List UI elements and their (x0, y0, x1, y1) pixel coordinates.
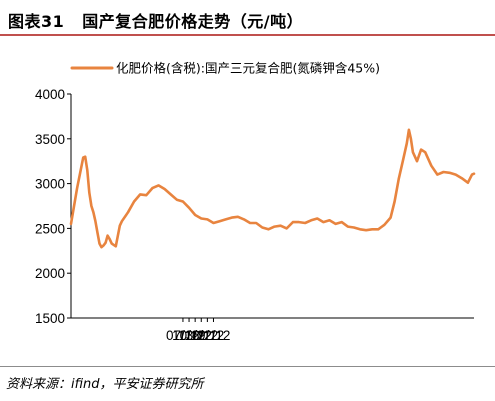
x-tick-label: 16/12 (184, 328, 218, 343)
y-tick-label: 1500 (35, 311, 65, 326)
y-axis: 1500 2000 2500 3000 3500 4000 (35, 87, 72, 326)
x-tick-label: 07/12 (166, 328, 200, 343)
legend: 化肥价格(含税):国产三元复合肥(氮磷钾含45%) (70, 61, 380, 76)
y-tick-label: 3500 (35, 132, 65, 147)
y-ticks: 1500 2000 2500 3000 3500 4000 (35, 87, 71, 326)
x-tick-label: 22/12 (197, 328, 231, 343)
series-line (69, 128, 476, 249)
y-tick-label: 2000 (35, 266, 65, 281)
y-tick-label: 2500 (35, 221, 65, 236)
legend-label: 化肥价格(含税):国产三元复合肥(氮磷钾含45%) (116, 61, 380, 76)
y-tick-label: 4000 (35, 87, 65, 102)
title-rule (0, 34, 495, 36)
figure-number: 图表31 (8, 12, 65, 31)
y-tick-label: 3000 (35, 177, 65, 192)
x-tick-label: 10/12 (172, 328, 206, 343)
figure-title: 图表31 国产复合肥价格走势（元/吨） (8, 8, 303, 32)
source-rule (0, 366, 495, 367)
x-tick-label: 19/12 (190, 328, 224, 343)
x-tick-label: 13/12 (178, 328, 212, 343)
figure-title-text: 国产复合肥价格走势（元/吨） (82, 12, 304, 31)
source-note: 资料来源：ifind，平安证券研究所 (6, 377, 204, 392)
